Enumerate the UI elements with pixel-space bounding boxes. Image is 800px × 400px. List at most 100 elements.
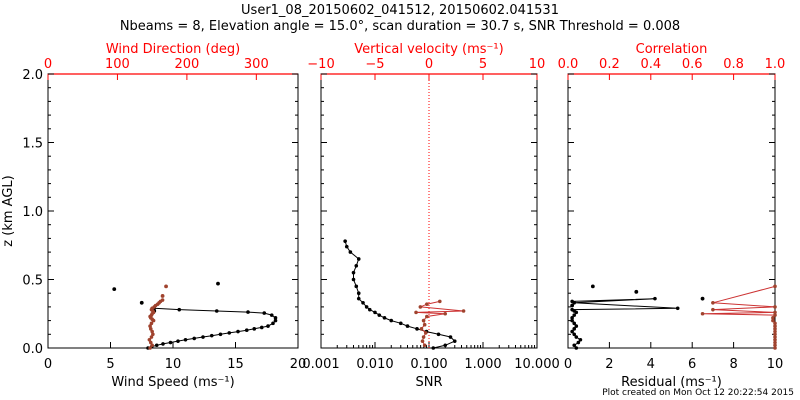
snr-series-1-point <box>421 318 426 323</box>
snr-series-0-point <box>344 244 349 249</box>
residual-series-0-point <box>576 340 581 345</box>
snr-series-0-point <box>351 270 356 275</box>
wind-series-0-point <box>262 311 267 315</box>
snr-series-0-point <box>343 239 347 243</box>
wind-series-1-point <box>148 324 152 328</box>
snr-series-0-point <box>452 339 457 343</box>
wind-series-0-point <box>161 342 165 346</box>
wind-series-1-outlier <box>160 294 165 298</box>
residual-series-0-point <box>653 296 657 301</box>
residual-series-0-point <box>574 324 579 328</box>
wind-series-1-point <box>150 343 154 348</box>
snr-series-1-point <box>443 311 448 316</box>
snr-series-0-point <box>398 321 403 326</box>
wind-series-1-point <box>149 321 154 326</box>
snr-x-tick-label: 1.000 <box>464 357 501 372</box>
snr-series-1-point <box>421 335 426 339</box>
snr-series-0-line <box>344 240 456 349</box>
wind-series-0-point <box>244 328 249 332</box>
snr-x-tick-label: 0.001 <box>302 357 339 372</box>
wind-series-0-point <box>271 321 275 326</box>
snr-series-0-point <box>354 284 359 289</box>
figure-title: User1_08_20150602_041512, 20150602.04153… <box>241 3 559 18</box>
residual-top-tick-label: 0.4 <box>640 57 661 72</box>
wind-series-0-line <box>147 307 276 349</box>
residual-series-0-point <box>574 346 579 350</box>
y-tick-label: 0.5 <box>22 274 43 289</box>
residual-series-1-point <box>773 332 777 337</box>
snr-top-tick-label: 10 <box>529 57 546 72</box>
residual-series-1-point <box>773 310 777 315</box>
wind-x-tick-label: 0 <box>44 357 52 372</box>
snr-x-axis-title: SNR <box>415 375 442 390</box>
residual-series-1-point <box>773 324 777 328</box>
wind-series-0-point <box>273 318 278 323</box>
y-tick-label: 2.0 <box>22 68 43 83</box>
residual-series-1-point <box>700 311 705 316</box>
wind-series-0-point <box>214 309 219 313</box>
residual-series-1-point <box>771 316 775 320</box>
wind-series-0-point <box>209 333 214 338</box>
residual-top-tick-label: 0.0 <box>558 57 579 72</box>
wind-series-0-point <box>176 339 180 343</box>
plot-created-footer: Plot created on Mon Oct 12 20:22:54 2015 <box>602 388 794 398</box>
wind-series-1-point <box>148 346 152 350</box>
wind-top-tick-label: 200 <box>174 57 199 72</box>
wind-top-tick-label: 0 <box>44 57 52 72</box>
wind-x-tick-label: 20 <box>290 357 307 372</box>
residual-x-tick-label: 8 <box>729 357 737 372</box>
wind-x-tick-label: 15 <box>227 357 244 372</box>
snr-top-axis-title: Vertical velocity (ms⁻¹) <box>354 42 503 57</box>
residual-series-1-point <box>773 337 777 342</box>
residual-series-0-point <box>675 306 680 311</box>
wind-series-1-point <box>150 329 154 334</box>
snr-series-0-point <box>354 264 359 268</box>
residual-top-tick-label: 1.0 <box>765 57 786 72</box>
snr-series-1-point <box>423 331 428 335</box>
wind-series-1-point <box>160 298 165 302</box>
snr-series-0-point <box>436 332 441 337</box>
residual-top-axis-title: Correlation <box>636 42 708 57</box>
snr-series-1-point <box>414 310 418 315</box>
figure-subtitle: Nbeams = 8, Elevation angle = 15.0°, sca… <box>119 19 681 34</box>
wind-x-tick-label: 5 <box>106 357 114 372</box>
residual-series-0-point <box>570 307 574 312</box>
snr-series-0-point <box>356 257 361 261</box>
residual-series-0-outlier <box>700 296 705 301</box>
snr-series-0-point <box>382 316 387 320</box>
wind-series-0-outlier <box>112 287 117 291</box>
residual-series-0-point <box>572 343 577 348</box>
wind-series-0-point <box>252 327 257 331</box>
residual-series-1-line <box>702 285 776 348</box>
snr-top-tick-label: 5 <box>479 57 487 72</box>
wind-series-0-point <box>266 324 270 328</box>
residual-series-0-point <box>570 318 574 323</box>
snr-series-0-point <box>373 310 377 315</box>
wind-series-0-outlier <box>216 281 220 286</box>
residual-series-0-point <box>572 321 577 326</box>
residual-top-tick-label: 0.6 <box>682 57 703 72</box>
residual-series-1-point <box>773 335 777 339</box>
residual-x-tick-label: 6 <box>688 357 696 372</box>
residual-series-0-point <box>570 329 574 334</box>
wind-series-0-point <box>273 316 278 320</box>
residual-series-1-point <box>711 307 715 312</box>
wind-series-0-point <box>236 329 240 334</box>
wind-series-0-point <box>227 331 232 335</box>
snr-series-0-point <box>367 307 372 312</box>
snr-series-0-point <box>431 346 436 350</box>
wind-series-0-point <box>177 307 182 312</box>
snr-series-0-point <box>415 327 419 331</box>
residual-series-0-point <box>578 337 583 342</box>
residual-series-1-point <box>773 284 777 289</box>
snr-x-tick-label: 0.100 <box>410 357 447 372</box>
wind-series-0-point <box>218 332 223 337</box>
snr-series-1-point <box>422 343 427 348</box>
wind-x-axis-title: Wind Speed (ms⁻¹) <box>111 375 234 390</box>
residual-top-tick-label: 0.2 <box>599 57 620 72</box>
snr-series-1-point <box>422 322 427 327</box>
snr-series-1-point <box>438 299 442 304</box>
residual-series-1-point <box>773 313 777 317</box>
residual-series-0-point <box>572 313 577 317</box>
